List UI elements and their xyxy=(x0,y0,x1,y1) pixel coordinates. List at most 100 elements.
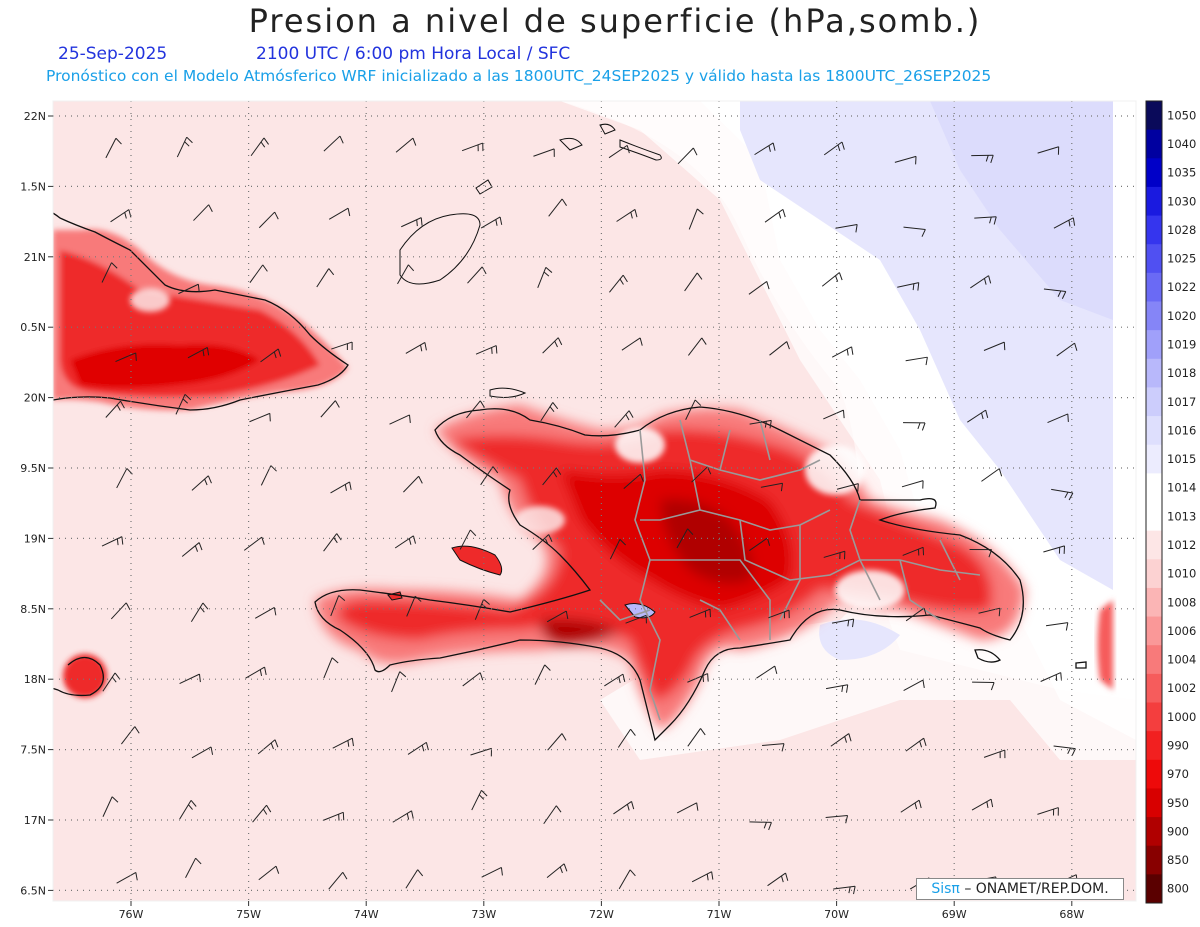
latitude-labels: 22N 1.5N 21N 0.5N 20N 9.5N 19N 8.5N 18N 7.5N 17N 6.… xyxy=(20,110,53,897)
colorbar-label: 1004 xyxy=(1167,653,1196,667)
plot-frame xyxy=(52,100,1137,902)
colorbar-label: 1017 xyxy=(1167,395,1196,409)
map-title: Presion a nivel de superficie (hPa,somb.… xyxy=(248,2,982,40)
longitude-label: 70W xyxy=(824,908,849,921)
colorbar-swatch xyxy=(1146,788,1162,818)
colorbar-swatch xyxy=(1146,387,1162,417)
colorbar-swatch xyxy=(1146,731,1162,761)
colorbar-swatch xyxy=(1146,702,1162,732)
latitude-label: 9.5N xyxy=(20,462,46,475)
longitude-label: 74W xyxy=(354,908,379,921)
latitude-label: 20N xyxy=(24,392,46,405)
colorbar-swatch xyxy=(1146,502,1162,532)
colorbar-label: 1050 xyxy=(1167,108,1196,122)
colorbar-label: 1028 xyxy=(1167,223,1196,237)
colorbar-label: 1018 xyxy=(1167,366,1196,380)
inland-white-patches xyxy=(130,288,905,610)
blue-patch-south xyxy=(819,619,900,660)
forecast-description: Pronóstico con el Modelo Atmósferico WRF… xyxy=(46,67,992,85)
colorbar-swatch xyxy=(1146,129,1162,159)
colorbar-swatch xyxy=(1146,530,1162,560)
colorbar-swatch xyxy=(1146,616,1162,646)
colorbar-label: 1020 xyxy=(1167,309,1196,323)
colorbar-label: 1040 xyxy=(1167,137,1196,151)
colorbar-swatch xyxy=(1146,244,1162,274)
latitude-label: 22N xyxy=(24,110,46,123)
longitude-label: 71W xyxy=(707,908,732,921)
map-plot-area xyxy=(53,101,1136,901)
colorbar-swatch xyxy=(1146,473,1162,503)
colorbar-swatch xyxy=(1146,158,1162,188)
colorbar-label: 1008 xyxy=(1167,595,1196,609)
latitude-label: 0.5N xyxy=(20,321,46,334)
longitude-label: 73W xyxy=(471,908,496,921)
cuba-pressure xyxy=(53,229,348,411)
credit-box: Sisπ – ONAMET/REP.DOM. xyxy=(916,878,1124,900)
longitude-label: 72W xyxy=(589,908,614,921)
colorbar-swatch xyxy=(1146,272,1162,302)
colorbar-label: 1000 xyxy=(1167,710,1196,724)
coastlines xyxy=(53,212,1087,742)
colorbar-swatch xyxy=(1146,874,1162,904)
colorbar-swatch xyxy=(1146,845,1162,875)
colorbar-label: 900 xyxy=(1167,824,1189,838)
colorbar-label: 1015 xyxy=(1167,452,1196,466)
colorbar-swatch xyxy=(1146,673,1162,703)
latitude-label: 21N xyxy=(24,251,46,264)
colorbar-label: 1035 xyxy=(1167,166,1196,180)
latitude-label: 6.5N xyxy=(20,884,46,897)
colorbar-swatch xyxy=(1146,817,1162,847)
colorbar-label: 1030 xyxy=(1167,194,1196,208)
latitude-label: 17N xyxy=(24,814,46,827)
latitude-label: 1.5N xyxy=(20,180,46,193)
latitude-label: 19N xyxy=(24,532,46,545)
latitude-label: 7.5N xyxy=(20,744,46,757)
colorbar-label: 1025 xyxy=(1167,252,1196,266)
bahamas-islands xyxy=(399,123,662,398)
colorbar-label: 1013 xyxy=(1167,509,1196,523)
colorbar-label: 1012 xyxy=(1167,538,1196,552)
colorbar-label: 950 xyxy=(1167,796,1189,810)
jamaica-pressure xyxy=(63,654,107,698)
longitude-label: 75W xyxy=(236,908,261,921)
colorbar-swatch xyxy=(1146,330,1162,360)
colorbar-label: 990 xyxy=(1167,738,1189,752)
colorbar-label: 1016 xyxy=(1167,423,1196,437)
colorbar-swatch xyxy=(1146,301,1162,331)
latitude-label: 18N xyxy=(24,673,46,686)
colorbar-label: 1019 xyxy=(1167,337,1196,351)
longitude-labels: 76W 75W 74W 73W 72W 71W 70W 69W 68W xyxy=(119,901,1084,921)
province-borders xyxy=(599,419,981,721)
latitude-label: 8.5N xyxy=(20,603,46,616)
colorbar-label: 850 xyxy=(1167,853,1189,867)
colorbar-label: 1002 xyxy=(1167,681,1196,695)
longitude-label: 76W xyxy=(119,908,144,921)
forecast-date: 25-Sep-2025 xyxy=(58,44,168,64)
colorbar-swatch xyxy=(1146,759,1162,789)
colorbar-label: 800 xyxy=(1167,882,1189,896)
forecast-time: 2100 UTC / 6:00 pm Hora Local / SFC xyxy=(256,44,571,64)
gonave-island xyxy=(451,545,503,576)
colorbar-swatch xyxy=(1146,358,1162,388)
colorbar-swatch xyxy=(1146,186,1162,217)
colorbar-swatch xyxy=(1146,587,1162,618)
east-edge-pressure xyxy=(1097,600,1113,690)
colorbar-swatch xyxy=(1146,215,1162,245)
colorbar-swatch xyxy=(1146,101,1162,131)
lat-lon-grid xyxy=(53,101,1136,901)
colorbar-label: 970 xyxy=(1167,767,1189,781)
colorbar-label: 1014 xyxy=(1167,481,1196,495)
colorbar-label: 1022 xyxy=(1167,280,1196,294)
colorbar-legend: 1050 1040 1035 1030 1028 1025 1022 1020 1019 1018… xyxy=(1145,100,1196,904)
colorbar-swatch xyxy=(1146,559,1162,589)
longitude-label: 69W xyxy=(942,908,967,921)
credit-brand: Sisπ xyxy=(931,881,960,897)
credit-org: – ONAMET/REP.DOM. xyxy=(964,881,1109,897)
wind-barbs xyxy=(101,135,1078,895)
colorbar-label: 1010 xyxy=(1167,567,1196,581)
colorbar-swatch xyxy=(1146,416,1162,446)
colorbar-label: 1006 xyxy=(1167,624,1196,638)
colorbar-swatch xyxy=(1146,645,1162,675)
colorbar-swatch xyxy=(1146,444,1162,474)
